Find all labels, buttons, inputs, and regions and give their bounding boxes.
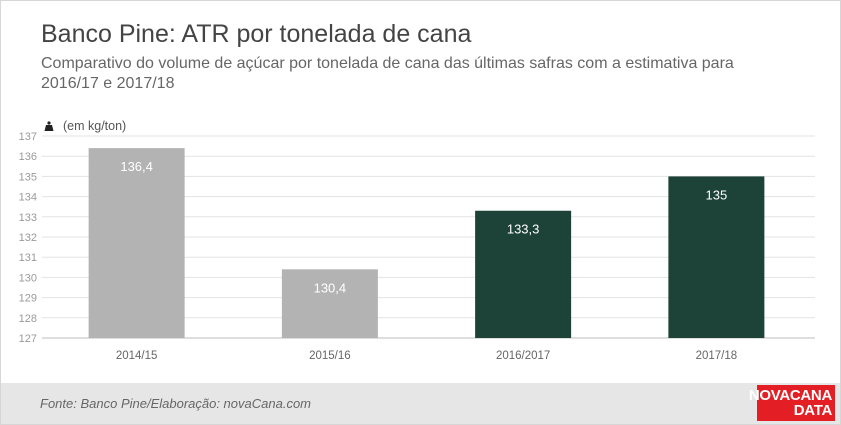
y-tick-label: 127 bbox=[19, 333, 37, 345]
x-tick-label: 2015/16 bbox=[309, 350, 351, 362]
bar bbox=[281, 269, 378, 338]
source-text: Fonte: Banco Pine/Elaboração: novaCana.c… bbox=[40, 396, 312, 411]
footer: Fonte: Banco Pine/Elaboração: novaCana.c… bbox=[1, 383, 840, 424]
x-tick-label: 2017/18 bbox=[696, 350, 738, 362]
bar bbox=[668, 176, 765, 338]
chart-title: Banco Pine: ATR por tonelada de cana bbox=[41, 20, 472, 48]
y-tick-label: 131 bbox=[19, 252, 37, 264]
y-tick-label: 130 bbox=[19, 272, 37, 284]
data-label: 133,3 bbox=[507, 222, 540, 237]
bar bbox=[88, 148, 185, 338]
x-tick-label: 2016/2017 bbox=[496, 350, 550, 362]
y-tick-label: 137 bbox=[19, 131, 37, 143]
data-label: 135 bbox=[706, 187, 728, 202]
bar bbox=[475, 210, 572, 338]
x-tick-label: 2014/15 bbox=[116, 350, 158, 362]
y-tick-label: 128 bbox=[19, 313, 37, 325]
data-label: 136,4 bbox=[120, 159, 153, 174]
unit-text: (em kg/ton) bbox=[63, 119, 127, 133]
data-label: 130,4 bbox=[314, 280, 347, 295]
logo-line-1: NOVACANA bbox=[748, 387, 832, 404]
unit-label: (em kg/ton) bbox=[44, 119, 126, 133]
novacana-data-logo: NOVACANA DATA bbox=[749, 385, 835, 421]
y-tick-label: 135 bbox=[19, 171, 37, 183]
logo-line-2: DATA bbox=[793, 402, 833, 419]
bar-chart: 127 128 129 130 131 132 133 134 135 136 137 136,4 20… bbox=[19, 131, 815, 362]
y-tick-label: 129 bbox=[19, 293, 37, 305]
weight-icon bbox=[44, 121, 54, 131]
y-tick-label: 133 bbox=[19, 212, 37, 224]
y-tick-label: 134 bbox=[19, 192, 37, 204]
chart-subtitle: Comparativo do volume de açúcar por tone… bbox=[41, 55, 734, 92]
y-tick-label: 132 bbox=[19, 232, 37, 244]
y-tick-label: 136 bbox=[19, 151, 37, 163]
